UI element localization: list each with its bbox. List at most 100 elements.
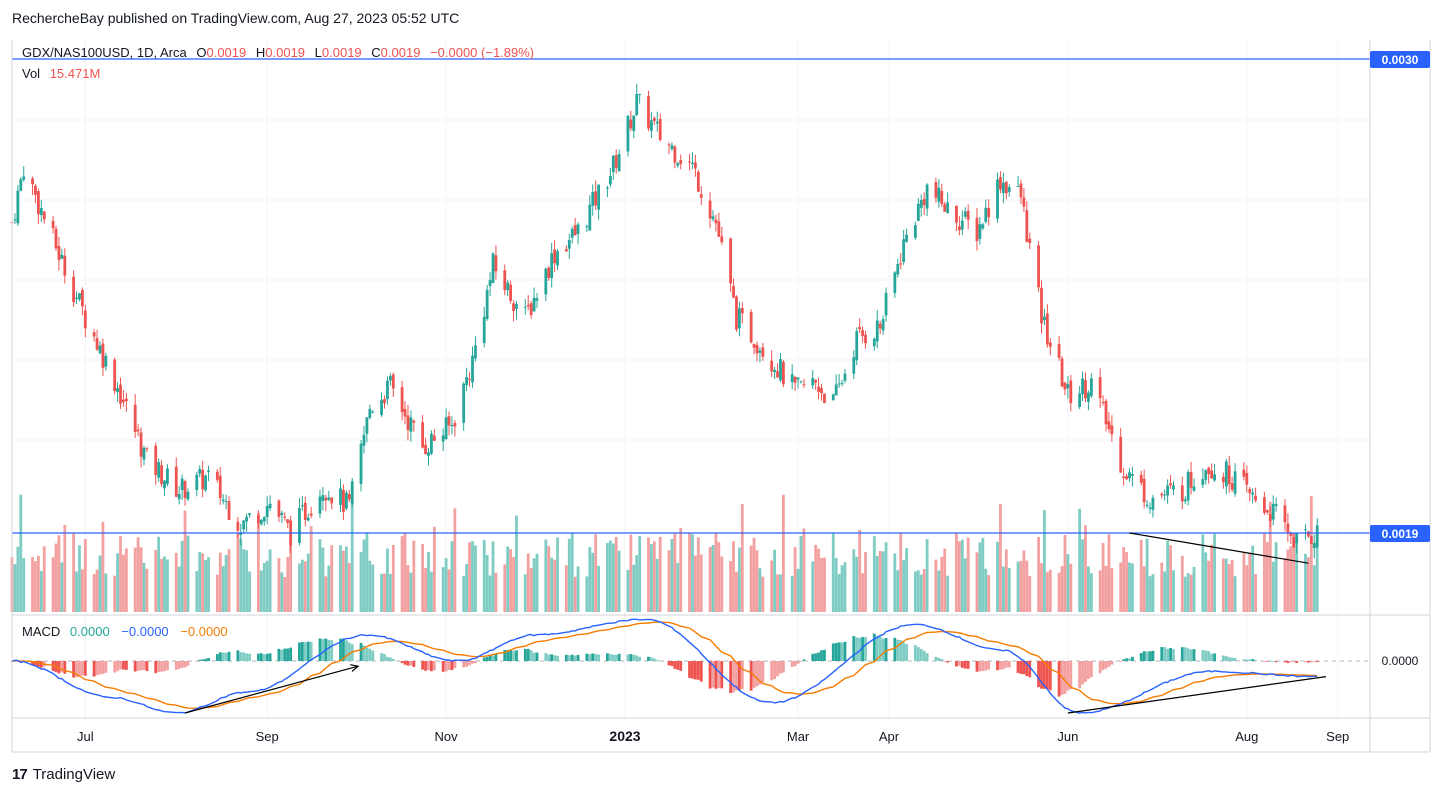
volume-bar (532, 558, 536, 612)
volume-bar (1148, 576, 1152, 612)
macd-histogram-bar (996, 661, 999, 671)
macd-histogram-bar (462, 661, 466, 668)
candle-body (344, 492, 348, 509)
volume-bar (383, 573, 386, 612)
volume-bar (735, 571, 738, 612)
candle-body (617, 154, 621, 172)
volume-bar (277, 558, 281, 612)
volume-bar (588, 546, 592, 612)
candle-body (116, 388, 119, 393)
volume-bar (585, 576, 589, 612)
macd-histogram-bar (647, 656, 650, 661)
volume-bar (63, 524, 67, 612)
candle-body (1025, 210, 1029, 242)
macd-histogram-bar (309, 641, 313, 661)
macd-histogram-bar (177, 661, 181, 669)
volume-bar (34, 561, 37, 612)
macd-histogram-bar (1048, 661, 1052, 691)
legend: GDX/NAS100USD, 1D, Arca O0.0019 H0.0019 … (22, 45, 534, 639)
candle-body (691, 162, 694, 165)
candle-body (421, 422, 425, 448)
macd-histogram-bar (1104, 661, 1108, 669)
macd-histogram-bar (732, 661, 735, 693)
macd-histogram-bar (781, 661, 785, 673)
candle-body (1265, 510, 1269, 513)
volume-bar (834, 558, 838, 612)
legend-volume: Vol 15.471M (22, 66, 100, 81)
volume-bar (221, 566, 225, 612)
candle-body (987, 208, 991, 218)
axes: Jul Sep Nov 2023 Mar Apr Jun Aug Sep (11, 40, 1431, 753)
volume-bar (626, 570, 630, 612)
candle-body (1283, 505, 1287, 523)
volume-bar (650, 544, 653, 612)
candle-body (758, 350, 762, 353)
volume-bar (934, 559, 938, 612)
candle-body (770, 360, 774, 372)
tradingview-brand[interactable]: 17 TradingView (12, 766, 115, 783)
candle-body (383, 399, 386, 404)
volume-bar (708, 547, 712, 612)
macd-histogram-bar (174, 661, 178, 670)
macd-histogram-bar (526, 648, 530, 661)
macd-histogram-bar (553, 655, 557, 661)
macd-histogram-bar (761, 661, 765, 683)
volume-bar (1163, 571, 1167, 612)
publisher-line: RechercheBay published on TradingView.co… (12, 10, 460, 26)
volume-bar (16, 546, 20, 612)
volume-bar (1251, 545, 1255, 612)
candle-body (303, 502, 307, 520)
volume-bar (872, 536, 876, 612)
legend-l-label: L (315, 45, 322, 60)
candle-body (236, 521, 240, 531)
macd-histogram-bar (1274, 661, 1278, 663)
macd-histogram-bar (1063, 661, 1067, 694)
volume-bar (996, 541, 999, 612)
macd-histogram-bar (861, 637, 864, 661)
candle-body (1204, 469, 1208, 480)
legend-vol-label: Vol (22, 66, 40, 81)
candle-body (177, 493, 181, 500)
volume-bar (1233, 576, 1237, 612)
candle-body (594, 191, 598, 206)
candle-body (1139, 474, 1143, 483)
candle-body (512, 303, 515, 311)
macd-histogram-bar (298, 642, 301, 661)
macd-histogram-bar (875, 635, 879, 661)
candle-body (63, 255, 67, 276)
candle-body (1295, 533, 1299, 544)
volume-bar (72, 532, 75, 612)
x-tick-label: Jun (1057, 729, 1078, 744)
macd-histogram-bar (406, 661, 410, 666)
volume-bar (1110, 568, 1114, 612)
macd-histogram-bar (635, 655, 639, 661)
volume-bar (359, 551, 363, 612)
macd-histogram-bar (735, 661, 738, 691)
volume-bar (1295, 540, 1299, 612)
candle-body (817, 386, 820, 392)
macd-histogram-bar (567, 655, 571, 661)
volume-bar (1312, 565, 1316, 612)
macd-histogram-bar (776, 661, 779, 677)
macd-histogram-bar (95, 661, 99, 676)
volume-bar (1169, 545, 1172, 612)
candle-body (878, 323, 882, 329)
volume-bar (957, 541, 961, 612)
candle-body (72, 276, 75, 303)
volume-bar (820, 557, 823, 612)
volume-bar (444, 558, 448, 612)
macd-histogram-bar (916, 647, 920, 661)
macd-histogram-bar (221, 652, 225, 661)
volume-bar (22, 558, 26, 612)
macd-histogram-bar (391, 658, 395, 661)
macd-histogram-bar (256, 653, 260, 661)
legend-change: −0.0000 (−1.89%) (430, 45, 534, 60)
volume-bar (300, 559, 304, 612)
macd-histogram-bar (430, 661, 433, 672)
macd-histogram-bar (1207, 651, 1211, 661)
volume-bar (655, 558, 659, 612)
candle-body (529, 303, 533, 315)
volume-bar (298, 563, 301, 612)
volume-bar (166, 559, 169, 612)
